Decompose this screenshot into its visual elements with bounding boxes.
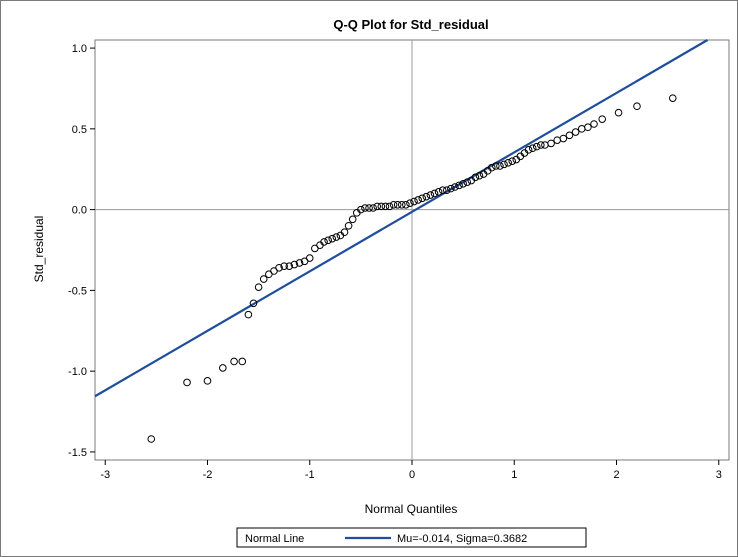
data-point [492, 162, 500, 170]
data-point [285, 262, 294, 270]
x-axis-label: Normal Quantiles [365, 502, 458, 516]
x-axis-ticks: -3 -2 -1 0 1 2 3 [100, 460, 722, 481]
data-point [147, 435, 156, 443]
legend: Normal Line Mu=-0.014, Sigma=0.3682 [236, 527, 587, 548]
data-points [147, 94, 677, 443]
data-point [584, 123, 592, 132]
x-tick-label: -1 [305, 469, 315, 481]
data-point [668, 94, 677, 102]
data-point [402, 200, 410, 209]
data-point [397, 200, 406, 209]
data-point [451, 183, 459, 191]
y-axis-ticks: -1.5 -1.0 -0.5 0.0 0.5 1.0 [68, 43, 95, 459]
data-point [565, 131, 574, 140]
data-point [496, 162, 504, 170]
data-point [357, 205, 365, 214]
data-point [305, 254, 314, 262]
chart-title: Q-Q Plot for Std_residual [333, 17, 488, 32]
data-point [524, 146, 533, 154]
data-point [463, 178, 472, 186]
data-point [280, 262, 288, 270]
x-tick-label: 1 [511, 469, 517, 481]
data-point [340, 228, 349, 237]
data-point [430, 189, 439, 198]
data-point [373, 202, 382, 211]
data-point [459, 179, 467, 188]
data-point [559, 134, 568, 143]
data-point [422, 192, 431, 201]
data-point [614, 108, 623, 117]
data-point [418, 194, 427, 203]
data-point [361, 204, 369, 212]
data-point [254, 283, 263, 291]
data-point [414, 196, 422, 204]
data-point [203, 377, 212, 385]
data-point [393, 200, 402, 209]
data-point [344, 221, 353, 230]
data-point [537, 141, 545, 149]
y-tick-label: 0.5 [72, 124, 87, 136]
data-point [426, 191, 435, 199]
data-point [633, 102, 641, 111]
data-point [320, 238, 328, 246]
legend-box [236, 527, 587, 548]
data-point [377, 202, 386, 211]
data-point [259, 275, 268, 283]
x-tick-label: 3 [716, 469, 722, 481]
data-point [348, 215, 357, 224]
data-point [219, 364, 227, 372]
data-point [438, 186, 447, 195]
data-point [532, 142, 541, 151]
data-point [381, 202, 390, 211]
x-tick-label: 0 [409, 469, 415, 481]
data-point [434, 188, 443, 196]
data-point [500, 160, 508, 169]
y-tick-label: 1.0 [72, 43, 87, 55]
data-point [290, 260, 299, 269]
data-point [244, 310, 253, 319]
data-point [385, 202, 394, 211]
data-point [571, 128, 580, 136]
x-tick-label: 2 [613, 469, 619, 481]
data-point [547, 139, 555, 148]
data-point [475, 171, 484, 180]
data-point [410, 197, 418, 206]
x-tick-label: -2 [203, 469, 213, 481]
data-point [332, 233, 341, 241]
data-point [365, 204, 373, 212]
data-point [328, 234, 337, 243]
data-point [295, 259, 304, 267]
data-point [369, 204, 377, 212]
y-tick-label: 0.0 [72, 205, 87, 217]
data-point [455, 181, 463, 190]
data-point [504, 158, 512, 167]
y-tick-label: -1.0 [68, 366, 87, 378]
x-tick-label: -3 [100, 469, 110, 481]
data-point [275, 263, 283, 272]
data-point [249, 299, 258, 308]
data-point [389, 200, 398, 209]
data-point [442, 186, 451, 195]
normal-reference-line [94, 39, 709, 398]
data-point [590, 120, 598, 128]
legend-entry: Mu=-0.014, Sigma=0.3682 [397, 533, 527, 545]
data-point [183, 378, 191, 387]
data-point [230, 357, 238, 366]
y-axis-label: Std_residual [32, 216, 46, 283]
data-point [471, 173, 480, 182]
y-tick-label: -0.5 [68, 285, 87, 297]
data-point [487, 163, 496, 172]
y-tick-label: -1.5 [68, 447, 87, 459]
data-point [508, 157, 517, 165]
data-point [324, 236, 332, 245]
data-point [528, 144, 537, 153]
data-point [238, 357, 247, 366]
data-point [406, 199, 414, 207]
data-point [598, 115, 607, 123]
data-point [447, 184, 455, 193]
legend-title: Normal Line [245, 533, 304, 545]
